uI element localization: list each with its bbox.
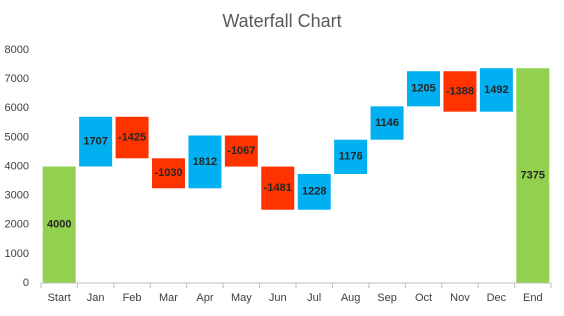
y-tick-label: 4000	[5, 160, 29, 172]
y-tick-label: 3000	[5, 190, 29, 202]
value-label: 1492	[484, 84, 508, 96]
bar	[115, 116, 149, 159]
value-label: -1067	[227, 145, 255, 157]
bar	[152, 158, 185, 189]
y-tick-label: 2000	[5, 219, 29, 231]
y-tick-label: 5000	[5, 131, 29, 143]
x-tick-label: Dec	[487, 292, 507, 304]
bar	[297, 173, 331, 210]
x-tick-label: May	[231, 292, 252, 304]
value-label: 1205	[411, 83, 435, 95]
y-tick-label: 1000	[5, 248, 29, 260]
x-tick-label: Start	[48, 292, 71, 304]
x-tick-label: Mar	[159, 292, 178, 304]
value-label: 1228	[302, 186, 326, 198]
bar	[42, 166, 76, 283]
value-label: -1481	[264, 182, 292, 194]
y-tick-label: 8000	[5, 44, 29, 56]
y-tick-label: 6000	[5, 102, 29, 114]
y-tick-label: 0	[23, 277, 29, 289]
value-label: -1030	[154, 167, 182, 179]
value-label: 1707	[83, 136, 107, 148]
chart-title: Waterfall Chart	[222, 11, 341, 31]
x-tick-label: Jun	[269, 292, 287, 304]
value-label: 4000	[47, 219, 71, 231]
value-label: 7375	[521, 170, 545, 182]
x-tick-label: Oct	[415, 292, 432, 304]
bar	[370, 106, 404, 140]
value-label: 1812	[193, 156, 217, 168]
bar	[261, 166, 295, 210]
bar	[407, 71, 440, 107]
bar	[443, 71, 477, 112]
y-tick-label: 7000	[5, 73, 29, 85]
x-tick-label: Aug	[341, 292, 361, 304]
bar	[224, 135, 258, 167]
x-tick-label: Sep	[377, 292, 397, 304]
value-label: 1146	[375, 117, 399, 129]
x-tick-label: Feb	[123, 292, 142, 304]
value-label: -1425	[118, 131, 146, 143]
x-tick-label: Nov	[450, 292, 470, 304]
bar	[479, 68, 513, 112]
value-label: 1176	[339, 151, 363, 163]
x-tick-label: End	[523, 292, 543, 304]
bar	[516, 68, 550, 283]
bar	[79, 116, 113, 167]
value-label: -1388	[446, 85, 474, 97]
x-tick-label: Jul	[307, 292, 321, 304]
x-tick-label: Jan	[87, 292, 105, 304]
x-tick-label: Apr	[196, 292, 213, 304]
bar	[188, 135, 222, 189]
bar	[334, 139, 368, 174]
